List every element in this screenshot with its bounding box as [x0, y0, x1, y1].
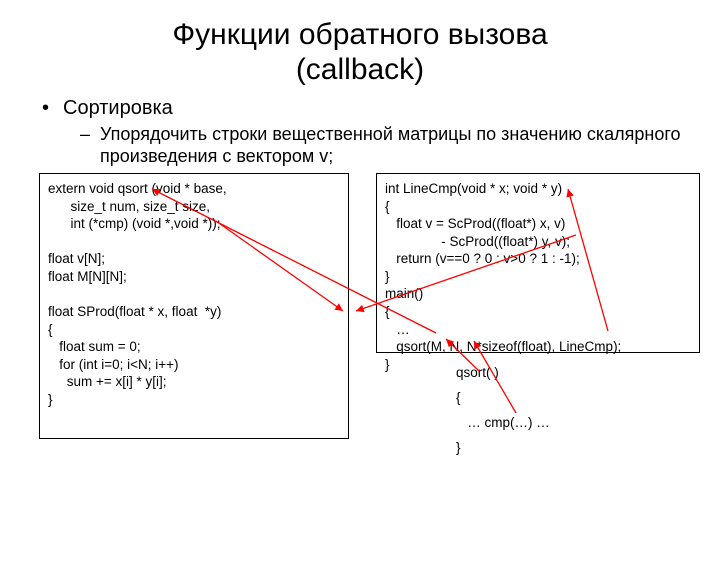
bullet-marker: • — [42, 97, 49, 120]
sub-bullet-item: – Упорядочить строки вещественной матриц… — [80, 124, 684, 167]
title-line2: (callback) — [296, 53, 424, 86]
bullet-text: Сортировка — [63, 97, 173, 120]
slide-title: Функции обратного вызова (callback) — [0, 18, 720, 87]
slide-body: • Сортировка – Упорядочить строки вещест… — [0, 87, 720, 167]
sub-bullet-text: Упорядочить строки вещественной матрицы … — [100, 124, 684, 167]
dash-marker: – — [80, 124, 90, 145]
code-box-left: extern void qsort (void * base, size_t n… — [39, 173, 349, 439]
code-snippet-qsort-body: qsort( ) { … cmp(…) … } — [456, 361, 550, 461]
title-line1: Функции обратного вызова — [172, 18, 547, 51]
code-box-right: int LineCmp(void * x; void * y) { float … — [376, 173, 700, 353]
bullet-item: • Сортировка — [36, 97, 684, 120]
